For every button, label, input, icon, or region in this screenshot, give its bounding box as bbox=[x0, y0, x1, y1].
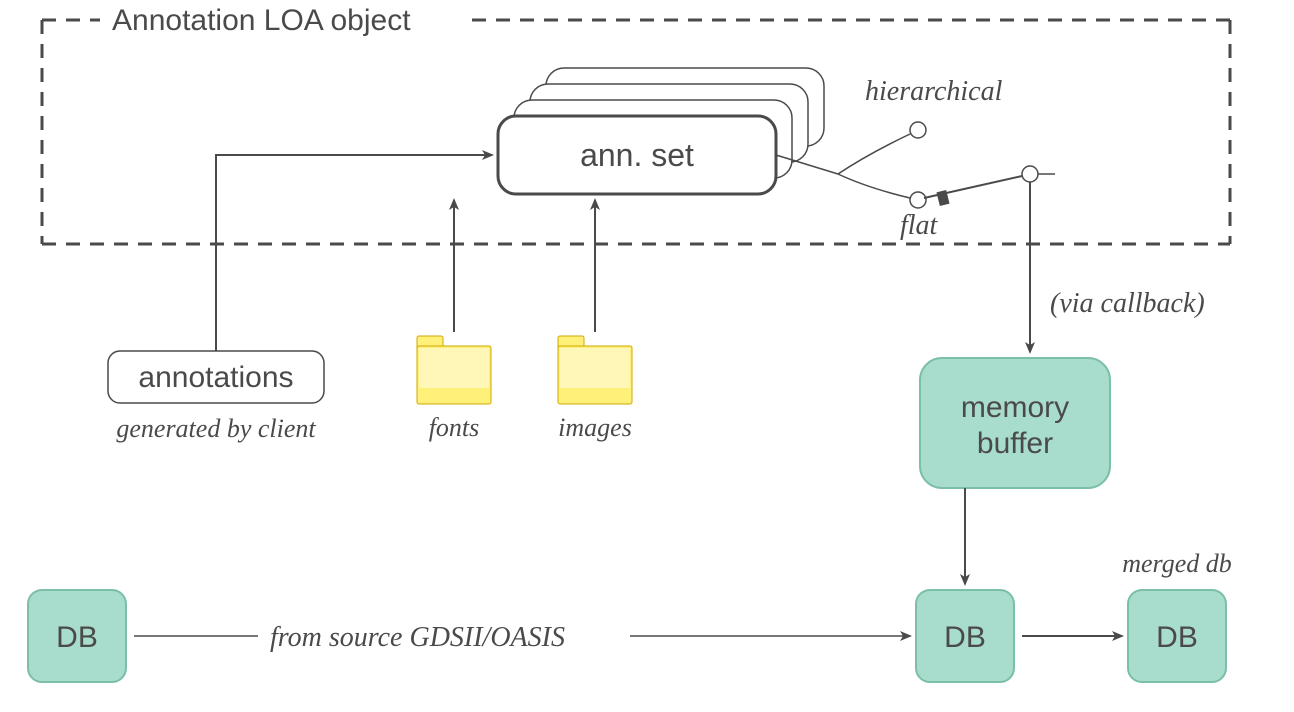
ann-set-label: ann. set bbox=[580, 137, 694, 173]
switch-top-branch bbox=[838, 134, 910, 174]
switch-bottom-branch bbox=[838, 174, 910, 198]
annotations-sublabel: generated by client bbox=[116, 414, 316, 443]
annotations-label: annotations bbox=[138, 361, 293, 394]
flat-label: flat bbox=[900, 210, 939, 241]
fonts-folder bbox=[417, 336, 491, 404]
images-folder-label: images bbox=[558, 413, 632, 442]
loa-title: Annotation LOA object bbox=[112, 4, 411, 37]
images-folder bbox=[558, 336, 632, 404]
ann-set-stack: ann. set bbox=[498, 68, 824, 194]
db3-node-sublabel: merged db bbox=[1122, 549, 1232, 578]
db1-node-label: DB bbox=[56, 621, 98, 654]
switch-bottom-terminal bbox=[910, 192, 926, 208]
memory-buffer-label2: buffer bbox=[977, 427, 1053, 460]
switch-output-terminal bbox=[1022, 166, 1038, 182]
via-callback-label: (via callback) bbox=[1050, 288, 1205, 319]
hierarchical-label: hierarchical bbox=[865, 76, 1003, 107]
db3-node-label: DB bbox=[1156, 621, 1198, 654]
from-source-label: from source GDSII/OASIS bbox=[270, 622, 565, 653]
switch-top-terminal bbox=[910, 122, 926, 138]
diagram-canvas: Annotation LOA object ann. set annotations… bbox=[0, 0, 1294, 712]
db2-node-label: DB bbox=[944, 621, 986, 654]
fonts-folder-label: fonts bbox=[429, 413, 480, 442]
arrow-annotations-to-annset bbox=[216, 155, 492, 351]
memory-buffer-label1: memory bbox=[961, 391, 1069, 424]
